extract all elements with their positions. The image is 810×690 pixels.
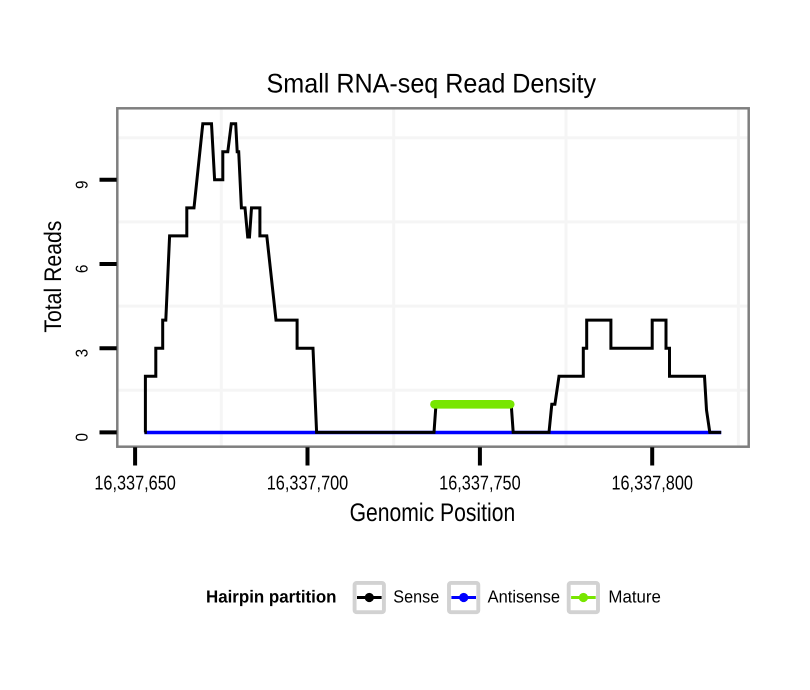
svg-text:3: 3 (72, 349, 91, 358)
svg-text:Genomic Position: Genomic Position (350, 499, 516, 527)
svg-text:16,337,750: 16,337,750 (439, 473, 521, 495)
svg-text:Antisense: Antisense (488, 586, 560, 606)
svg-text:9: 9 (72, 180, 91, 189)
svg-text:16,337,800: 16,337,800 (611, 473, 693, 495)
svg-text:Hairpin partition: Hairpin partition (206, 586, 337, 606)
svg-text:16,337,650: 16,337,650 (94, 473, 176, 495)
svg-text:0: 0 (72, 433, 91, 442)
svg-text:16,337,700: 16,337,700 (267, 473, 349, 495)
svg-text:Sense: Sense (393, 586, 439, 606)
svg-text:Small RNA-seq Read Density: Small RNA-seq Read Density (267, 68, 597, 98)
svg-text:Mature: Mature (608, 586, 661, 606)
svg-text:Total Reads: Total Reads (40, 221, 67, 333)
svg-text:6: 6 (72, 265, 91, 274)
